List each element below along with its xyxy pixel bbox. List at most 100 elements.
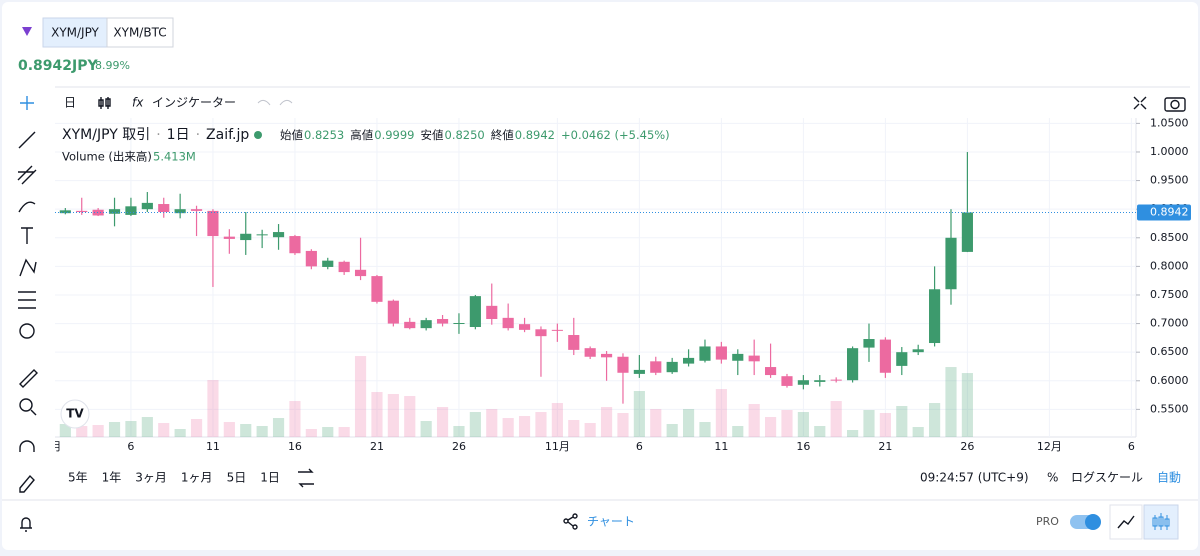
tv-logo[interactable] [60,399,90,429]
undo-redo[interactable] [257,99,293,106]
x-tick-label: 21 [878,440,892,453]
volume-bar [600,407,613,437]
candle-body [322,260,334,267]
chart-link[interactable]: チャート [587,515,635,529]
goto-date[interactable] [298,468,314,488]
ohlc-legend: 始値0.8253 高値0.9999 安値0.8250 終値0.8942 +0.0462 … [280,128,670,142]
y-tick-label: 0.6500 [1150,345,1189,358]
candle-body [486,305,498,319]
ohlc-label: 安値 [421,128,444,142]
tv-logo-text: TV [66,407,84,421]
volume-bar [551,403,563,437]
volume-bar [502,418,514,437]
volume-bar [945,367,957,437]
volume-bar [387,394,399,437]
status-dot [254,131,262,139]
candle-body [436,318,449,324]
candle-body [650,361,662,373]
volume-bar [633,391,645,437]
volume-bar [912,427,924,437]
candle-body [797,380,809,385]
candle-body [190,209,203,211]
indicators[interactable]: インジケーター [152,96,236,110]
candle-body [666,361,678,373]
percent[interactable]: % [1047,471,1058,485]
camera[interactable] [1164,97,1186,112]
candle-body [912,349,924,353]
volume-bar [92,425,104,437]
legend-symbol: XYM/JPY 取引 [62,127,150,143]
log-scale[interactable]: ログスケール [1071,471,1143,485]
candle-body [847,348,859,381]
y-axis: 0.5500 0.6000 0.6500 0.7000 0.7500 0.8000 0.85… [1136,116,1191,415]
candle-body [338,261,350,273]
volume-bar [240,424,252,437]
x-tick-label: 11 [206,440,220,453]
candle-body [600,353,613,358]
toggle-knob [1085,514,1101,530]
candle-body [240,233,252,241]
volume-bar [322,427,334,437]
candle-body [929,289,941,344]
volume-bar [371,392,383,437]
range-button[interactable]: 5年 [68,471,88,485]
candle-body [551,329,563,331]
share-icon[interactable] [563,513,578,530]
volume-bar [305,429,317,437]
volume-bar [486,409,498,437]
left-toolbar[interactable] [17,96,38,493]
fx-icon[interactable]: fx [132,96,144,110]
volume-bar [59,424,71,437]
candle-icon[interactable] [98,97,111,109]
volume-bar [108,422,121,437]
candle-body [289,236,301,254]
y-tick-label: 0.8500 [1150,231,1189,244]
range-button[interactable]: 1ヶ月 [181,471,213,485]
volume-bar [223,422,235,437]
range-button[interactable]: 3ヶ月 [135,471,167,485]
candle-body [699,346,711,361]
ohlc-value: 0.8253 [304,128,344,142]
candle-body [732,353,744,361]
candle-body [683,357,695,364]
candle-body [207,210,219,237]
line-icon [1117,515,1135,529]
x-tick-label: 12月 [1037,440,1062,453]
candle-body [945,237,957,290]
candle-body [748,355,760,362]
volume-bar [666,424,678,437]
candle-body [781,376,793,386]
range-button[interactable]: 1年 [102,471,122,485]
interval[interactable]: 日 [64,96,76,110]
y-tick-label: 0.9500 [1150,174,1189,187]
tab-label[interactable]: XYM/BTC [113,26,166,40]
volume-bar [847,430,859,437]
alerts[interactable] [20,517,32,532]
volume-bar [961,373,973,437]
auto-scale[interactable]: 自動 [1157,471,1181,485]
volume-bar [896,406,908,437]
tab-label[interactable]: XYM/JPY [51,26,99,40]
x-tick-label: 6 [127,440,134,453]
clock: 09:24:57 (UTC+9) [920,471,1029,485]
volume-bar [436,407,449,437]
volume-bar [699,422,711,437]
candle-body [256,234,268,236]
range-button[interactable]: 1日 [260,471,280,485]
volume-bar [584,423,596,437]
camera-lens [1170,99,1180,110]
x-tick-label: 21 [370,440,384,453]
ohlc-label: 高値 [350,128,373,142]
volume-bar [765,417,777,437]
y-tick-label: 0.8000 [1150,259,1189,272]
fullscreen[interactable] [1133,96,1147,110]
volume-bar [125,421,137,437]
last-price-label: 0.8942 [1150,205,1189,218]
range-button[interactable]: 5日 [227,471,247,485]
tab[interactable] [106,17,174,48]
volume-bar [683,409,695,437]
grid [55,118,1136,437]
volume [59,356,973,437]
candle-body [568,335,580,350]
